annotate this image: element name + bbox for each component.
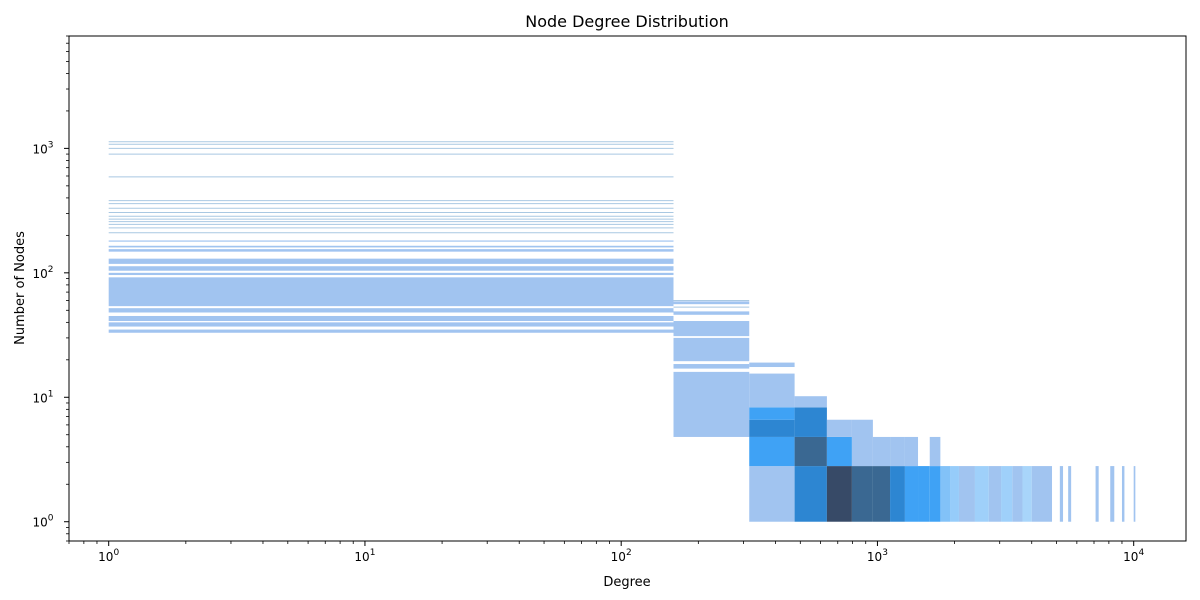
x-tick-label-2: 102: [611, 548, 632, 564]
heatmap-cell-49: [1031, 466, 1053, 522]
y-tick-label-0: 100: [32, 514, 53, 530]
heatmap-cell-42: [950, 466, 959, 522]
heatmap-cell-46: [1001, 466, 1013, 522]
x-axis-label: Degree: [603, 575, 650, 590]
heatmap-cell-30: [851, 466, 873, 522]
heatmap-cell-37: [904, 436, 919, 467]
heatmap-cell-14: [673, 321, 750, 337]
heatmap-cell-43: [958, 466, 975, 522]
y-tick-label-1: 101: [32, 389, 53, 405]
heatmap-cell-20: [749, 407, 795, 420]
x-tick-label-1: 101: [354, 548, 375, 564]
x-tick-label-0: 100: [98, 548, 119, 564]
heatmap-cell-17: [749, 466, 795, 522]
heatmap-cell-36: [904, 466, 919, 522]
heatmap-cell-15: [673, 311, 750, 315]
heatmap-cell-45: [988, 466, 1002, 522]
heatmap-cell-53: [1110, 466, 1115, 522]
y-axis-label: Number of Nodes: [13, 231, 28, 345]
heatmap-cell-4: [108, 277, 674, 307]
heatmap-cell-10: [108, 240, 674, 242]
y-tick-label-3: 103: [32, 140, 53, 156]
heatmap-cell-44: [974, 466, 989, 522]
heatmap-cell-33: [872, 436, 891, 467]
heatmap-cell-51: [1068, 466, 1072, 522]
heatmap-cell-1: [108, 322, 674, 327]
heatmap-lines: [108, 141, 750, 308]
heatmap-cell-11: [673, 371, 750, 437]
heatmap-cell-9: [108, 245, 674, 248]
heatmap-cell-39: [929, 466, 941, 522]
y-tick-label-2: 102: [32, 265, 53, 281]
heatmap-cell-22: [749, 362, 795, 368]
heatmap-cell-25: [794, 407, 827, 437]
heatmap-cell-31: [851, 419, 873, 467]
heatmap-cells: [108, 240, 1136, 522]
heatmap-cell-40: [929, 436, 941, 467]
heatmap-cell-5: [108, 272, 674, 276]
heatmap-cell-34: [890, 466, 905, 522]
heatmap-cell-0: [108, 329, 674, 333]
heatmap-cell-2: [108, 315, 674, 322]
heatmap-cell-19: [749, 419, 795, 437]
heatmap-cell-38: [918, 466, 930, 522]
heatmap-cell-23: [794, 466, 827, 522]
heatmap-cell-27: [826, 466, 852, 522]
heatmap-cell-48: [1022, 466, 1032, 522]
heatmap-cell-26: [794, 396, 827, 408]
heatmap-cell-18: [749, 436, 795, 467]
heatmap-cell-12: [673, 364, 750, 369]
heatmap-cell-7: [108, 258, 674, 264]
heatmap-cell-55: [1133, 466, 1136, 522]
chart-title: Node Degree Distribution: [525, 12, 729, 31]
heatmap-cell-28: [826, 436, 852, 467]
heatmap-cell-24: [794, 436, 827, 467]
heatmap-cell-13: [673, 337, 750, 362]
x-tick-label-3: 103: [867, 548, 888, 564]
x-tick-label-4: 104: [1123, 548, 1144, 564]
heatmap-cell-29: [826, 419, 852, 437]
heatmap-cell-52: [1095, 466, 1099, 522]
heatmap-cell-41: [940, 466, 951, 522]
heatmap-cell-16: [673, 301, 750, 305]
heatmap-cell-21: [749, 373, 795, 408]
heatmap-cell-32: [872, 466, 891, 522]
axes-frame: [68, 35, 1187, 542]
heatmap-cell-35: [890, 436, 905, 467]
x-axis: 100 101 102 103 104: [68, 541, 1144, 564]
heatmap-cell-3: [108, 308, 674, 313]
heatmap-cell-6: [108, 266, 674, 271]
heatmap-cell-50: [1059, 466, 1064, 522]
plot-area: [108, 141, 1136, 522]
heatmap-cell-8: [108, 249, 674, 252]
heatmap-cell-54: [1121, 466, 1125, 522]
heatmap-cell-47: [1012, 466, 1023, 522]
y-axis: 100 101 102 103: [32, 35, 69, 542]
